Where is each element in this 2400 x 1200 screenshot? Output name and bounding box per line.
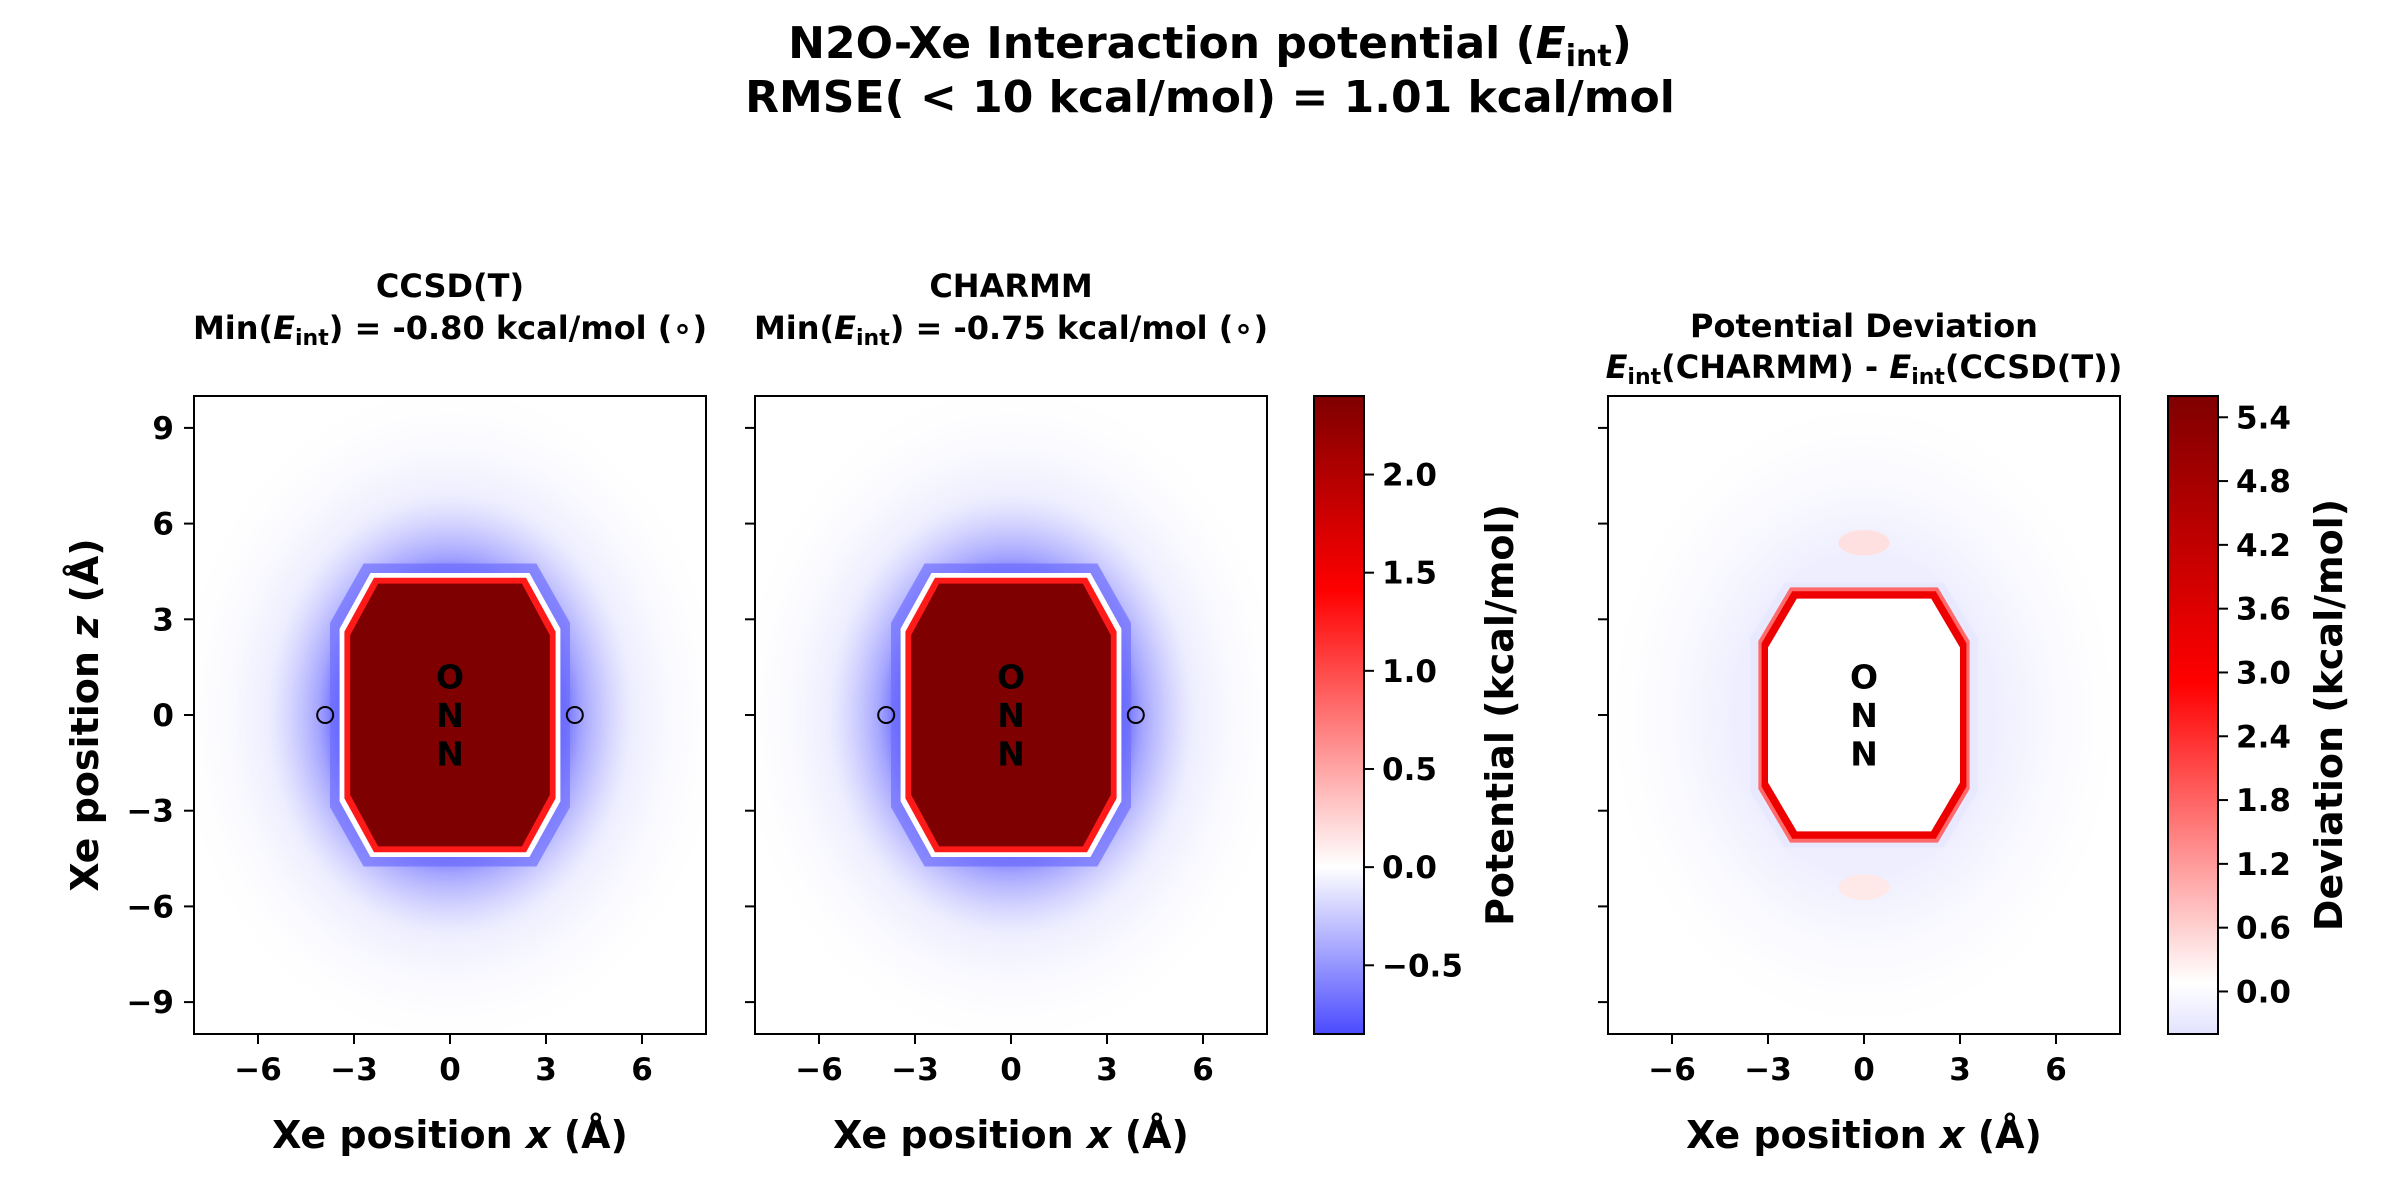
panel-charmm-xticks: −6 −3 0 3 6 xyxy=(795,1034,1214,1088)
panel-charmm-atoms: ONN xyxy=(997,658,1025,774)
panel-deviation-subtitle: Eint(CHARMM) - Eint(CCSD(T)) xyxy=(1606,348,2123,390)
atom-label: O xyxy=(436,658,464,697)
x-tick-label: −6 xyxy=(1648,1052,1696,1088)
atom-label: N xyxy=(1850,734,1878,773)
x-tick-label: −3 xyxy=(330,1052,378,1088)
figure-title-line2: RMSE( < 10 kcal/mol) = 1.01 kcal/mol xyxy=(745,72,1675,123)
panel-deviation-atoms: ONN xyxy=(1850,658,1878,774)
atom-label: N xyxy=(436,696,464,735)
x-tick-label: 6 xyxy=(631,1052,653,1088)
panel-ccsdt-ylabel: Xe position z (Å) xyxy=(63,538,107,891)
x-tick-label: 6 xyxy=(1192,1052,1214,1088)
x-tick-label: 6 xyxy=(2045,1052,2067,1088)
minimum-marker xyxy=(877,706,896,724)
panel-ccsdt-yticks: −9 −6 −3 0 3 6 9 xyxy=(126,411,194,1021)
panel-charmm-field-shapes xyxy=(755,396,1267,1034)
minimum-marker xyxy=(1126,706,1145,724)
panel-charmm-xlabel: Xe position x (Å) xyxy=(833,1113,1189,1157)
y-tick-label: 6 xyxy=(152,507,174,543)
atom-label: O xyxy=(997,658,1025,697)
deviation-top-spot xyxy=(1838,529,1890,556)
atom-label: N xyxy=(436,734,464,773)
colorbar-tick-label: 5.4 xyxy=(2236,400,2291,436)
x-tick-label: −6 xyxy=(234,1052,282,1088)
colorbar-deviation-label: Deviation (kcal/mol) xyxy=(2307,499,2351,931)
x-tick-label: −6 xyxy=(795,1052,843,1088)
panel-charmm-yticks xyxy=(745,426,755,1004)
colorbar-tick-label: −0.5 xyxy=(1382,948,1463,984)
minimum-marker xyxy=(316,706,335,724)
colorbar-deviation-bar xyxy=(2167,395,2219,1035)
panel-charmm-field xyxy=(755,396,1267,1034)
colorbar-potential: −0.5 0.0 0.5 1.0 1.5 2.0 Potential (kcal/mol) xyxy=(1313,395,1522,1035)
y-tick-label: −9 xyxy=(126,985,174,1021)
colorbar-potential-ticks: −0.5 0.0 0.5 1.0 1.5 2.0 xyxy=(1364,458,1463,984)
colorbar-tick-label: 2.0 xyxy=(1382,458,1437,494)
x-tick-label: −3 xyxy=(1744,1052,1792,1088)
potential-core xyxy=(911,583,1111,847)
y-tick-label: −3 xyxy=(126,794,174,830)
colorbar-potential-bar xyxy=(1313,395,1365,1035)
y-tick-label: −6 xyxy=(126,889,174,925)
deviation-core xyxy=(1768,598,1960,832)
panel-ccsdt-markers xyxy=(316,706,584,724)
panel-deviation: Potential Deviation Eint(CHARMM) - Eint(… xyxy=(1598,307,2122,1157)
deviation-bottom-spot xyxy=(1838,874,1890,901)
colorbar-potential-label: Potential (kcal/mol) xyxy=(1478,504,1522,926)
panel-ccsdt-atoms: ONN xyxy=(436,658,464,774)
x-tick-label: 0 xyxy=(1000,1052,1022,1088)
x-tick-label: 3 xyxy=(535,1052,557,1088)
colorbar-tick-label: 1.2 xyxy=(2236,847,2291,883)
panel-ccsdt-xticks: −6 −3 0 3 6 xyxy=(234,1034,653,1088)
x-tick-label: 3 xyxy=(1096,1052,1118,1088)
colorbar-deviation: 0.0 0.6 1.2 1.8 2.4 3.0 3.6 4.2 4.8 5.4 Deviation… xyxy=(2167,395,2351,1035)
colorbar-tick-label: 3.6 xyxy=(2236,592,2291,628)
colorbar-tick-label: 3.0 xyxy=(2236,655,2291,691)
y-tick-label: 0 xyxy=(152,698,174,734)
colorbar-tick-label: 4.8 xyxy=(2236,464,2291,500)
panel-deviation-field-shapes xyxy=(1608,402,2120,1028)
minimum-marker xyxy=(565,706,584,724)
panel-ccsdt-xlabel: Xe position x (Å) xyxy=(272,1113,628,1157)
panel-deviation-title: Potential Deviation xyxy=(1690,307,2038,345)
x-tick-label: −3 xyxy=(891,1052,939,1088)
colorbar-tick-label: 0.6 xyxy=(2236,911,2291,947)
x-tick-label: 0 xyxy=(1853,1052,1875,1088)
colorbar-tick-label: 4.2 xyxy=(2236,528,2291,564)
potential-core xyxy=(350,583,550,847)
panel-charmm: CHARMM Min(Eint) = -0.75 kcal/mol (∘) ON… xyxy=(745,267,1268,1157)
colorbar-tick-label: 0.0 xyxy=(2236,974,2291,1010)
panel-ccsdt-subtitle: Min(Eint) = -0.80 kcal/mol (∘) xyxy=(193,309,707,351)
colorbar-deviation-ticks: 0.0 0.6 1.2 1.8 2.4 3.0 3.6 4.2 4.8 5.4 xyxy=(2218,400,2291,1010)
atom-label: N xyxy=(997,696,1025,735)
panel-deviation-yticks xyxy=(1598,426,1608,1004)
panel-ccsdt-field-shapes xyxy=(194,396,706,1034)
atom-label: N xyxy=(997,734,1025,773)
y-tick-label: 3 xyxy=(152,602,174,638)
colorbar-tick-label: 2.4 xyxy=(2236,719,2291,755)
colorbar-tick-label: 1.0 xyxy=(1382,654,1437,690)
x-tick-label: 3 xyxy=(1949,1052,1971,1088)
panel-charmm-title: CHARMM xyxy=(929,267,1092,305)
colorbar-tick-label: 1.5 xyxy=(1382,556,1437,592)
atom-label: O xyxy=(1850,658,1878,697)
panel-ccsdt-field xyxy=(194,396,706,1034)
colorbar-tick-label: 0.0 xyxy=(1382,850,1437,886)
y-tick-label: 9 xyxy=(152,411,174,447)
x-tick-label: 0 xyxy=(439,1052,461,1088)
panel-charmm-subtitle: Min(Eint) = -0.75 kcal/mol (∘) xyxy=(754,309,1268,351)
atom-label: N xyxy=(1850,696,1878,735)
panel-ccsdt-title: CCSD(T) xyxy=(376,267,524,305)
panel-deviation-field xyxy=(1608,402,2120,1028)
panel-deviation-xlabel: Xe position x (Å) xyxy=(1686,1113,2042,1157)
figure-title-line1: N2O-Xe Interaction potential (Eint) xyxy=(788,18,1632,74)
panel-charmm-markers xyxy=(877,706,1145,724)
colorbar-tick-label: 1.8 xyxy=(2236,783,2291,819)
panel-ccsdt: CCSD(T) Min(Eint) = -0.80 kcal/mol (∘) O… xyxy=(63,267,707,1157)
colorbar-tick-label: 0.5 xyxy=(1382,752,1437,788)
panel-deviation-xticks: −6 −3 0 3 6 xyxy=(1648,1034,2067,1088)
